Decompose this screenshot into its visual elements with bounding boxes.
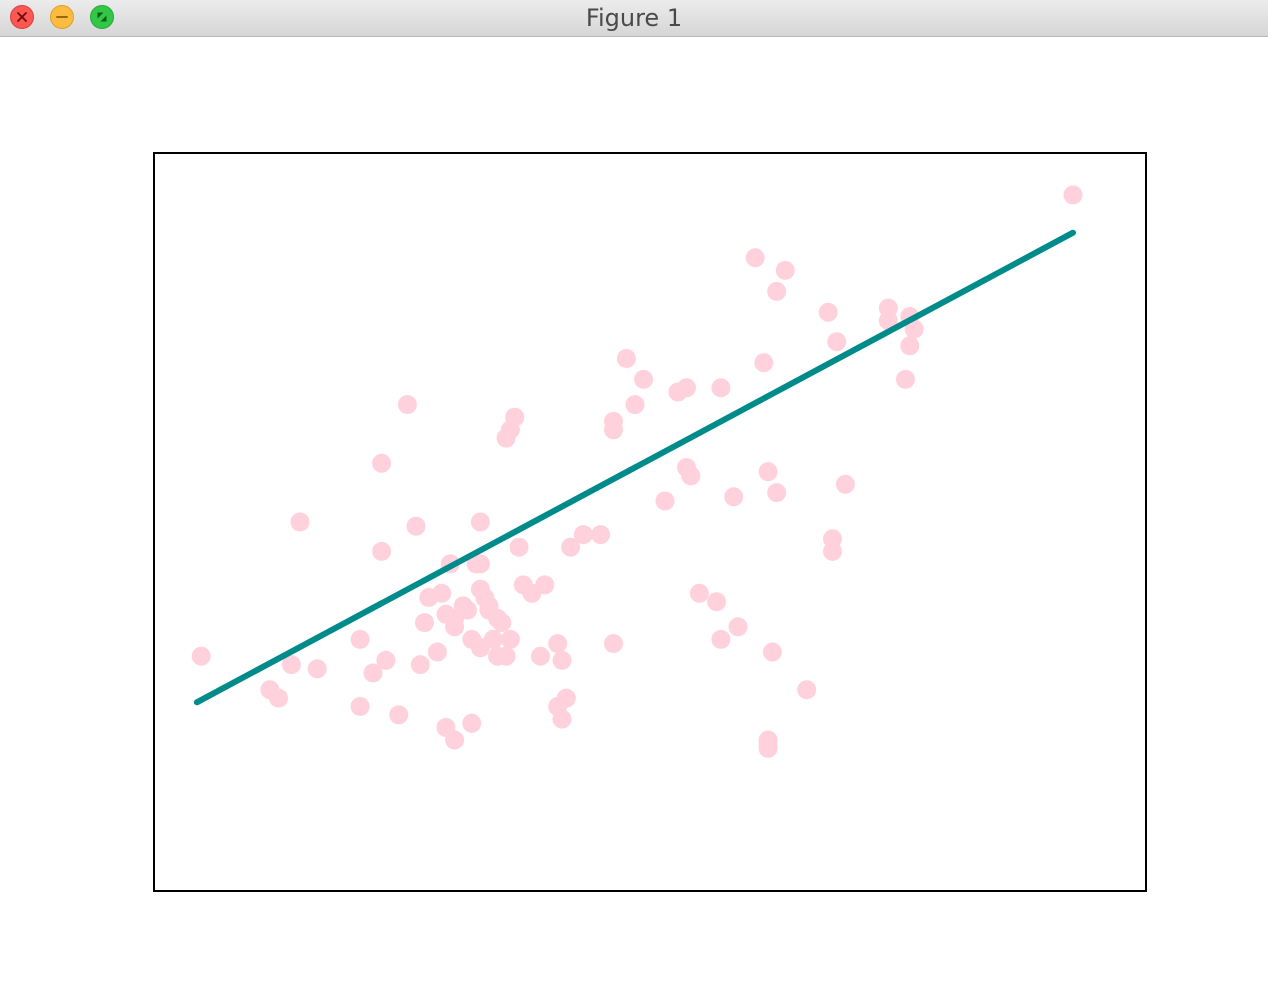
data-point [767, 483, 787, 503]
axes-frame [153, 152, 1147, 892]
data-point [445, 608, 465, 628]
data-point [350, 697, 370, 716]
data-point [432, 583, 452, 603]
data-point [483, 629, 503, 649]
data-point [604, 634, 623, 654]
close-button[interactable] [10, 5, 34, 29]
data-point [625, 395, 645, 415]
data-point [548, 634, 568, 654]
data-point [496, 428, 516, 448]
data-point [762, 642, 782, 662]
data-point [376, 650, 396, 670]
data-point [767, 281, 787, 301]
data-point [500, 629, 520, 649]
data-point [470, 512, 490, 532]
data-point [711, 378, 731, 398]
data-point [728, 617, 748, 637]
data-point [462, 629, 482, 649]
minimize-icon [56, 16, 68, 18]
data-point [260, 680, 280, 700]
data-point [745, 248, 765, 268]
data-point [492, 613, 512, 633]
data-point [531, 646, 550, 666]
data-point [445, 730, 465, 750]
maximize-button[interactable] [90, 5, 114, 29]
data-point [462, 713, 482, 733]
data-point [290, 512, 310, 532]
data-point [668, 382, 688, 402]
data-point [797, 680, 817, 700]
data-point [410, 655, 430, 675]
data-point [363, 663, 383, 683]
data-point [406, 516, 426, 536]
minimize-button[interactable] [50, 5, 74, 29]
scatter-chart [153, 152, 1147, 892]
data-point [496, 646, 516, 666]
data-point [470, 554, 490, 574]
data-point [904, 319, 924, 339]
data-point [724, 487, 744, 507]
data-point [655, 491, 675, 511]
data-point [758, 462, 778, 482]
data-point [758, 734, 778, 754]
data-point [281, 655, 301, 675]
data-point [307, 659, 327, 679]
data-point [1063, 185, 1083, 205]
data-point [191, 646, 211, 666]
data-point [372, 541, 392, 561]
data-point [878, 311, 898, 331]
window-title: Figure 1 [585, 4, 683, 32]
data-point [681, 466, 701, 486]
data-point [818, 302, 838, 322]
data-point [604, 420, 623, 440]
data-point [509, 537, 529, 557]
data-point [900, 336, 920, 356]
data-point [896, 369, 915, 389]
data-point [775, 260, 795, 280]
close-icon [17, 12, 27, 22]
data-point [389, 705, 409, 725]
regression-line [193, 229, 1076, 706]
data-point [689, 583, 709, 603]
data-point [707, 592, 727, 612]
data-point [823, 541, 842, 561]
data-point [835, 474, 855, 494]
data-point [552, 650, 572, 670]
data-point [616, 349, 636, 368]
data-point [561, 537, 581, 557]
data-point [397, 395, 417, 415]
data-point [548, 697, 568, 716]
data-point [711, 629, 731, 649]
data-point [827, 332, 847, 352]
data-point [591, 525, 611, 545]
data-point [427, 642, 447, 662]
title-bar: Figure 1 [0, 0, 1268, 37]
data-point [522, 583, 542, 603]
data-point [754, 353, 774, 373]
figure-canvas [0, 37, 1268, 990]
data-point [372, 453, 392, 473]
scatter-points [191, 185, 1083, 758]
data-point [350, 629, 370, 649]
data-point [573, 525, 593, 545]
fullscreen-icon [97, 12, 107, 22]
data-point [634, 369, 654, 389]
data-point [479, 600, 499, 620]
data-point [415, 613, 434, 633]
